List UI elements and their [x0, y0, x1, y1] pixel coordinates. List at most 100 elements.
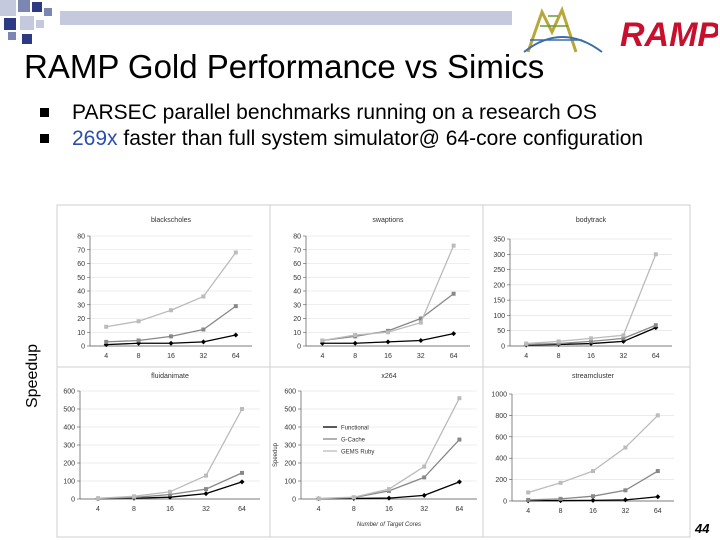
data-point — [104, 324, 109, 329]
xtick-label: 8 — [352, 506, 356, 513]
ytick-label: 50 — [497, 328, 505, 335]
ytick-label: 300 — [63, 443, 75, 450]
ytick-label: 600 — [63, 389, 75, 396]
xtick-label: 4 — [526, 508, 530, 515]
ytick-label: 250 — [493, 267, 505, 274]
data-point — [451, 331, 457, 337]
data-point — [240, 407, 244, 411]
data-point — [653, 252, 658, 257]
data-point — [203, 491, 209, 497]
panel-frame — [482, 366, 691, 538]
ytick-label: 100 — [63, 479, 75, 486]
chart-title: streamcluster — [572, 373, 615, 380]
title-bar-decoration — [60, 11, 512, 25]
ytick-label: 200 — [493, 282, 505, 289]
data-point — [422, 475, 427, 480]
legend-label: G-Cache — [341, 438, 366, 444]
ytick-label: 30 — [77, 302, 85, 309]
data-point — [240, 470, 244, 475]
ytick-label: 200 — [284, 461, 296, 468]
bullet-text: PARSEC parallel benchmarks running on a … — [72, 101, 597, 124]
bullet-item: 269x faster than full system simulator@ … — [40, 126, 680, 152]
ytick-label: 150 — [493, 298, 505, 305]
ytick-label: 70 — [293, 247, 301, 254]
data-point — [169, 308, 173, 313]
xtick-label: 64 — [652, 353, 660, 360]
ytick-label: 20 — [77, 316, 85, 323]
data-point — [655, 494, 661, 500]
ytick-label: 30 — [293, 302, 301, 309]
xtick-label: 32 — [420, 506, 428, 513]
ytick-label: 50 — [77, 275, 85, 282]
data-point — [351, 495, 356, 500]
data-point — [200, 339, 206, 345]
ytick-label: 70 — [77, 247, 85, 254]
chart-bodytrack: bodytrack 0 50 100 150 200 250 300 350 4 8 16 32 64 — [493, 217, 672, 360]
data-point — [655, 413, 660, 418]
ytick-label: 0 — [81, 344, 85, 351]
data-point — [526, 497, 531, 502]
ytick-label: 40 — [293, 289, 301, 296]
xtick-label: 16 — [167, 353, 175, 360]
bullet-item: PARSEC parallel benchmarks running on a … — [40, 100, 680, 126]
xtick-label: 4 — [317, 506, 321, 513]
ytick-label: 0 — [297, 344, 301, 351]
data-point — [168, 492, 172, 497]
ytick-label: 1000 — [491, 392, 507, 399]
data-point — [621, 336, 626, 341]
ytick-label: 40 — [77, 289, 85, 296]
xtick-label: 8 — [559, 508, 563, 515]
data-point — [104, 339, 109, 344]
chart-title: swaptions — [372, 217, 404, 224]
legend-label: Functional — [341, 426, 369, 432]
data-point — [316, 496, 321, 501]
ytick-label: 200 — [495, 477, 507, 484]
data-point — [526, 490, 531, 495]
data-point — [132, 494, 136, 499]
ytick-label: 800 — [495, 413, 507, 420]
ytick-label: 60 — [77, 261, 85, 268]
ytick-label: 600 — [284, 389, 296, 396]
data-point — [201, 294, 206, 299]
ytick-label: 600 — [495, 434, 507, 441]
ytick-label: 300 — [284, 443, 296, 450]
ytick-label: 0 — [501, 344, 505, 351]
data-point — [352, 340, 358, 346]
xtick-label: 4 — [96, 506, 100, 513]
series-line-gems — [318, 397, 460, 500]
data-point — [590, 497, 596, 503]
xtick-label: 8 — [557, 353, 561, 360]
ytick-label: 300 — [493, 252, 505, 259]
data-point — [96, 496, 100, 501]
panel-frame — [482, 204, 691, 368]
data-point — [589, 339, 593, 344]
chart-ylabel: Speedup — [273, 442, 279, 467]
xtick-label: 32 — [200, 353, 208, 360]
xtick-label: 16 — [589, 508, 597, 515]
ytick-label: 400 — [63, 425, 75, 432]
ytick-label: 100 — [284, 479, 296, 486]
chart-x264: x264 0 100 200 300 400 500 600 4 8 16 32 64 Speedup Nu… — [273, 373, 477, 528]
xtick-label: 64 — [450, 353, 458, 360]
xtick-label: 8 — [137, 353, 141, 360]
xtick-label: 16 — [385, 506, 393, 513]
xtick-label: 32 — [417, 353, 425, 360]
ytick-label: 0 — [292, 497, 296, 504]
ytick-label: 350 — [493, 237, 505, 244]
data-point — [556, 339, 561, 344]
chart-title: bodytrack — [576, 217, 607, 224]
data-point — [457, 396, 462, 401]
series-line-gems — [97, 408, 243, 499]
xtick-label: 16 — [587, 353, 595, 360]
data-point — [422, 464, 427, 469]
bullet-text: faster than full system simulator@ 64-co… — [117, 127, 644, 150]
legend-label: GEMS Ruby — [341, 450, 374, 456]
data-point — [204, 473, 208, 478]
ytick-label: 100 — [493, 313, 505, 320]
data-point — [456, 479, 462, 485]
chart-streamcluster: streamcluster 0 200 400 600 800 1000 4 8 16 32 64 — [491, 373, 674, 515]
ramp-logo: RAMP — [523, 5, 718, 54]
ytick-label: 400 — [284, 425, 296, 432]
data-point — [136, 338, 141, 343]
data-point — [418, 338, 424, 343]
